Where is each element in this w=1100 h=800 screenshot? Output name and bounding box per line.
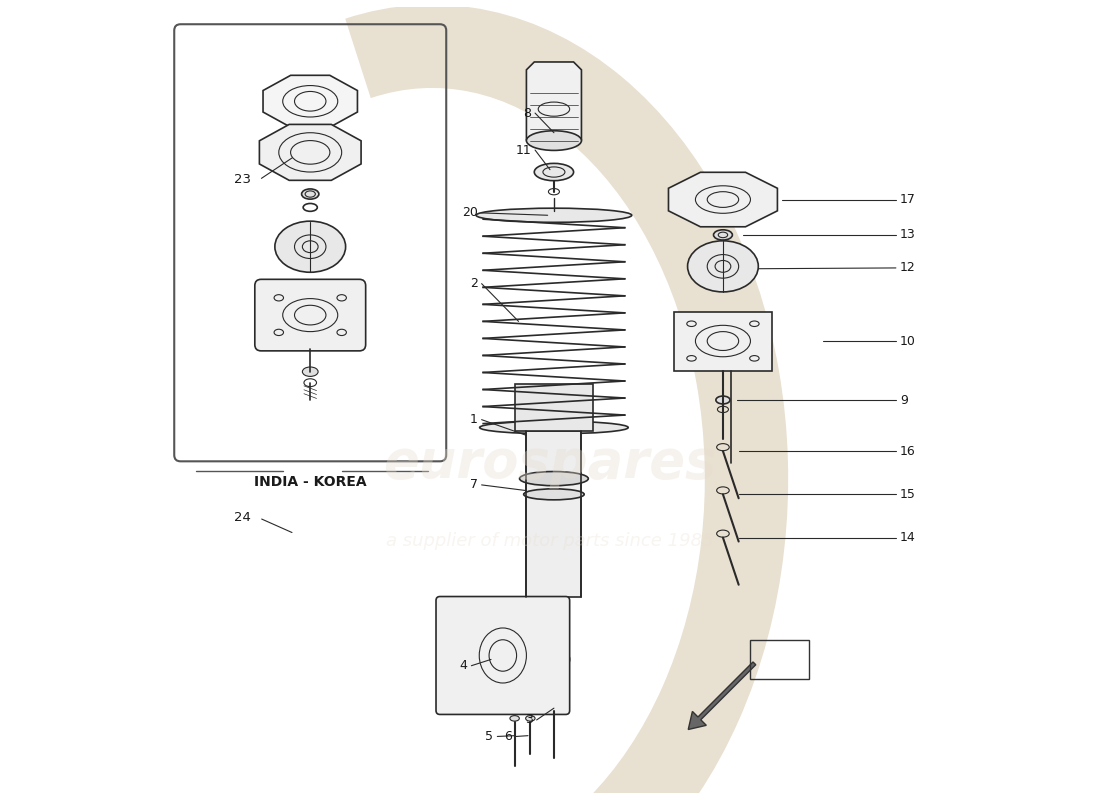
FancyArrow shape [689,662,756,730]
Ellipse shape [519,471,588,486]
Ellipse shape [688,241,758,292]
Text: 24: 24 [234,511,251,525]
Ellipse shape [527,130,582,150]
Text: 23: 23 [234,174,251,186]
Text: 11: 11 [516,143,531,157]
Ellipse shape [510,716,519,721]
Ellipse shape [535,163,573,181]
Ellipse shape [546,210,562,220]
Text: 4: 4 [460,659,467,672]
Bar [515,384,593,431]
Text: 13: 13 [900,229,915,242]
Text: 6: 6 [505,730,513,743]
Ellipse shape [549,704,559,710]
Polygon shape [527,62,582,141]
Ellipse shape [716,396,730,404]
Bar [527,431,582,597]
Ellipse shape [301,189,319,199]
Text: INDIA - KOREA: INDIA - KOREA [254,474,366,489]
Text: 12: 12 [900,262,915,274]
FancyBboxPatch shape [255,279,365,351]
Text: 15: 15 [900,488,915,501]
Text: 8: 8 [524,106,531,119]
Ellipse shape [476,208,631,222]
Text: 20: 20 [462,206,477,219]
Ellipse shape [714,230,733,240]
Ellipse shape [526,716,535,721]
Text: 1: 1 [470,413,477,426]
Text: 2: 2 [470,277,477,290]
Ellipse shape [302,367,318,377]
Ellipse shape [480,422,628,434]
Text: 9: 9 [900,394,908,406]
Polygon shape [263,75,358,127]
Polygon shape [674,311,772,370]
Text: 5: 5 [485,730,494,743]
FancyBboxPatch shape [436,597,570,714]
Ellipse shape [524,489,584,500]
Polygon shape [669,172,778,226]
Ellipse shape [275,221,345,272]
Text: eurospares: eurospares [383,437,717,489]
Text: 14: 14 [900,531,915,544]
Bar [547,597,561,651]
Text: 7: 7 [470,478,477,491]
Text: a supplier of motor parts since 1985: a supplier of motor parts since 1985 [386,533,714,550]
Polygon shape [260,125,361,180]
Text: 3: 3 [525,714,532,726]
Text: 17: 17 [900,193,915,206]
Text: 16: 16 [900,445,915,458]
Text: 10: 10 [900,334,915,347]
